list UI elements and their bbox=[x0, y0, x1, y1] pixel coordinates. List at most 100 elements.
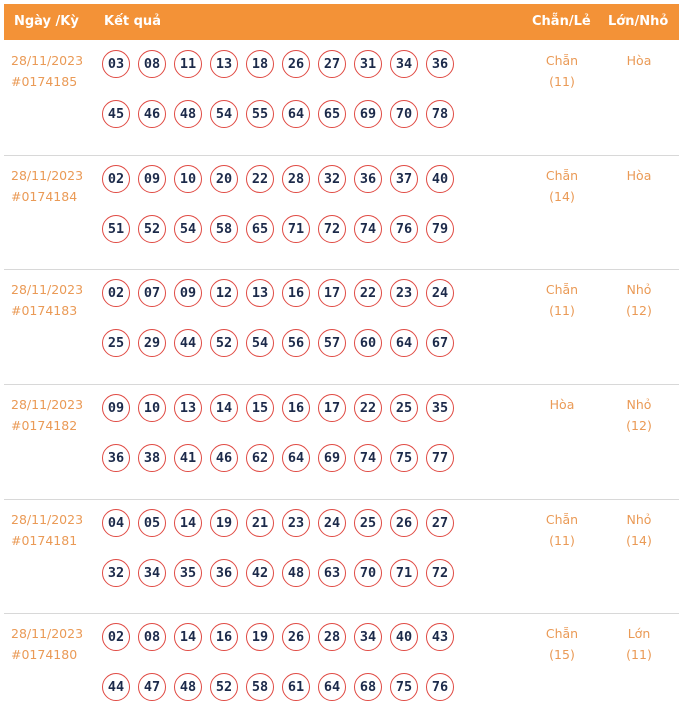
even-odd-cell: Chẵn (11) bbox=[532, 50, 592, 92]
number-ball: 57 bbox=[318, 329, 346, 357]
even-odd-cell: Chẵn (14) bbox=[532, 165, 592, 207]
big-small-cell: Lớn (11) bbox=[609, 623, 669, 665]
number-ball: 75 bbox=[390, 673, 418, 701]
number-ball: 38 bbox=[138, 444, 166, 472]
number-ball: 58 bbox=[246, 673, 274, 701]
number-ball: 24 bbox=[318, 509, 346, 537]
big-small-count: (11) bbox=[626, 647, 652, 662]
number-ball: 13 bbox=[210, 50, 238, 78]
draw-row: 28/11/2023 #0174181 04 05 14 19 21 23 24 25 26 27 32… bbox=[4, 499, 679, 614]
number-ball: 26 bbox=[282, 623, 310, 651]
number-ball: 25 bbox=[102, 329, 130, 357]
draw-date: 28/11/2023 bbox=[11, 282, 84, 297]
number-ball: 35 bbox=[174, 559, 202, 587]
row-divider bbox=[4, 269, 679, 270]
number-ball: 54 bbox=[210, 100, 238, 128]
number-ball: 46 bbox=[210, 444, 238, 472]
even-odd-result: Chẵn bbox=[545, 626, 579, 641]
number-ball: 52 bbox=[210, 673, 238, 701]
big-small-cell: Hòa bbox=[609, 165, 669, 186]
even-odd-result: Hòa bbox=[549, 397, 575, 412]
number-ball: 58 bbox=[210, 215, 238, 243]
number-ball: 04 bbox=[102, 509, 130, 537]
draw-id[interactable]: #0174180 bbox=[11, 647, 78, 662]
draw-date-cell: 28/11/2023 #0174183 bbox=[11, 279, 83, 321]
draw-date-cell: 28/11/2023 #0174180 bbox=[11, 623, 83, 665]
ball-row: 04 05 14 19 21 23 24 25 26 27 bbox=[102, 509, 492, 539]
number-ball: 27 bbox=[318, 50, 346, 78]
number-ball: 37 bbox=[390, 165, 418, 193]
number-ball: 42 bbox=[246, 559, 274, 587]
number-ball: 31 bbox=[354, 50, 382, 78]
number-balls: 04 05 14 19 21 23 24 25 26 27 32 34 35 36 42 48 63 70 71 72 bbox=[102, 509, 492, 609]
even-odd-cell: Chẵn (11) bbox=[532, 509, 592, 551]
big-small-result: Hòa bbox=[626, 53, 652, 68]
number-ball: 63 bbox=[318, 559, 346, 587]
number-ball: 78 bbox=[426, 100, 454, 128]
number-balls: 02 07 09 12 13 16 17 22 23 24 25 29 44 52 54 56 57 60 64 67 bbox=[102, 279, 492, 379]
number-ball: 54 bbox=[174, 215, 202, 243]
number-ball: 09 bbox=[174, 279, 202, 307]
number-ball: 67 bbox=[426, 329, 454, 357]
number-ball: 56 bbox=[282, 329, 310, 357]
number-ball: 19 bbox=[210, 509, 238, 537]
ball-row: 32 34 35 36 42 48 63 70 71 72 bbox=[102, 559, 492, 589]
number-ball: 08 bbox=[138, 50, 166, 78]
row-divider bbox=[4, 384, 679, 385]
number-balls: 03 08 11 13 18 26 27 31 34 36 45 46 48 54 55 64 65 69 70 78 bbox=[102, 50, 492, 150]
number-ball: 69 bbox=[354, 100, 382, 128]
number-ball: 17 bbox=[318, 394, 346, 422]
number-ball: 64 bbox=[318, 673, 346, 701]
number-ball: 26 bbox=[390, 509, 418, 537]
number-ball: 02 bbox=[102, 623, 130, 651]
even-odd-count: (11) bbox=[549, 533, 575, 548]
number-ball: 36 bbox=[102, 444, 130, 472]
number-ball: 65 bbox=[318, 100, 346, 128]
draw-row: 28/11/2023 #0174185 03 08 11 13 18 26 27 31 34 36 45… bbox=[4, 40, 679, 155]
number-ball: 52 bbox=[210, 329, 238, 357]
number-ball: 47 bbox=[138, 673, 166, 701]
big-small-cell: Nhỏ (12) bbox=[609, 394, 669, 436]
big-small-count: (12) bbox=[626, 418, 652, 433]
number-ball: 02 bbox=[102, 279, 130, 307]
draw-id[interactable]: #0174185 bbox=[11, 74, 78, 89]
draw-id[interactable]: #0174182 bbox=[11, 418, 78, 433]
number-ball: 75 bbox=[390, 444, 418, 472]
number-ball: 70 bbox=[354, 559, 382, 587]
big-small-cell: Hòa bbox=[609, 50, 669, 71]
number-ball: 16 bbox=[210, 623, 238, 651]
draw-row: 28/11/2023 #0174182 09 10 13 14 15 16 17 22 25 35 36… bbox=[4, 384, 679, 499]
draw-id[interactable]: #0174184 bbox=[11, 189, 78, 204]
number-ball: 15 bbox=[246, 394, 274, 422]
draw-date: 28/11/2023 bbox=[11, 626, 84, 641]
number-ball: 14 bbox=[174, 623, 202, 651]
ball-row: 36 38 41 46 62 64 69 74 75 77 bbox=[102, 444, 492, 474]
number-ball: 27 bbox=[426, 509, 454, 537]
header-results-label: Kết quả bbox=[104, 14, 161, 29]
number-ball: 34 bbox=[354, 623, 382, 651]
number-ball: 20 bbox=[210, 165, 238, 193]
number-ball: 10 bbox=[138, 394, 166, 422]
even-odd-result: Chẵn bbox=[545, 282, 579, 297]
number-ball: 79 bbox=[426, 215, 454, 243]
header-date-label: Ngày /Kỳ bbox=[14, 14, 79, 29]
number-ball: 21 bbox=[246, 509, 274, 537]
even-odd-result: Chẵn bbox=[545, 53, 579, 68]
draw-id[interactable]: #0174183 bbox=[11, 303, 78, 318]
big-small-cell: Nhỏ (14) bbox=[609, 509, 669, 551]
ball-row: 02 09 10 20 22 28 32 36 37 40 bbox=[102, 165, 492, 195]
draw-id[interactable]: #0174181 bbox=[11, 533, 78, 548]
draw-date: 28/11/2023 bbox=[11, 53, 84, 68]
ball-row: 03 08 11 13 18 26 27 31 34 36 bbox=[102, 50, 492, 80]
number-ball: 64 bbox=[390, 329, 418, 357]
draw-date: 28/11/2023 bbox=[11, 512, 84, 527]
number-ball: 23 bbox=[282, 509, 310, 537]
draw-date-cell: 28/11/2023 #0174181 bbox=[11, 509, 83, 551]
number-ball: 25 bbox=[354, 509, 382, 537]
number-ball: 17 bbox=[318, 279, 346, 307]
number-ball: 16 bbox=[282, 394, 310, 422]
number-ball: 05 bbox=[138, 509, 166, 537]
ball-row: 51 52 54 58 65 71 72 74 76 79 bbox=[102, 215, 492, 245]
number-ball: 40 bbox=[390, 623, 418, 651]
number-ball: 22 bbox=[246, 165, 274, 193]
